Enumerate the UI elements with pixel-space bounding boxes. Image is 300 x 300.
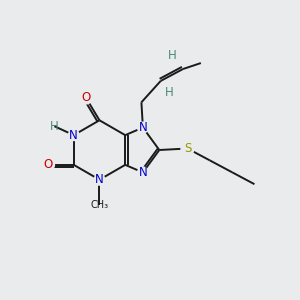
Circle shape: [80, 92, 92, 104]
Text: O: O: [82, 92, 91, 104]
Circle shape: [43, 159, 54, 171]
Text: N: N: [69, 129, 78, 142]
Circle shape: [137, 167, 148, 178]
Text: N: N: [139, 166, 147, 179]
Text: H: H: [165, 86, 174, 99]
Text: N: N: [95, 173, 104, 186]
Text: CH₃: CH₃: [90, 200, 109, 210]
Text: H: H: [168, 49, 177, 62]
Text: N: N: [139, 121, 147, 134]
Circle shape: [94, 174, 105, 185]
Circle shape: [181, 142, 194, 155]
Text: H: H: [50, 120, 59, 133]
Circle shape: [68, 130, 79, 140]
Circle shape: [137, 122, 148, 133]
Text: S: S: [184, 142, 191, 155]
Text: O: O: [44, 158, 53, 171]
